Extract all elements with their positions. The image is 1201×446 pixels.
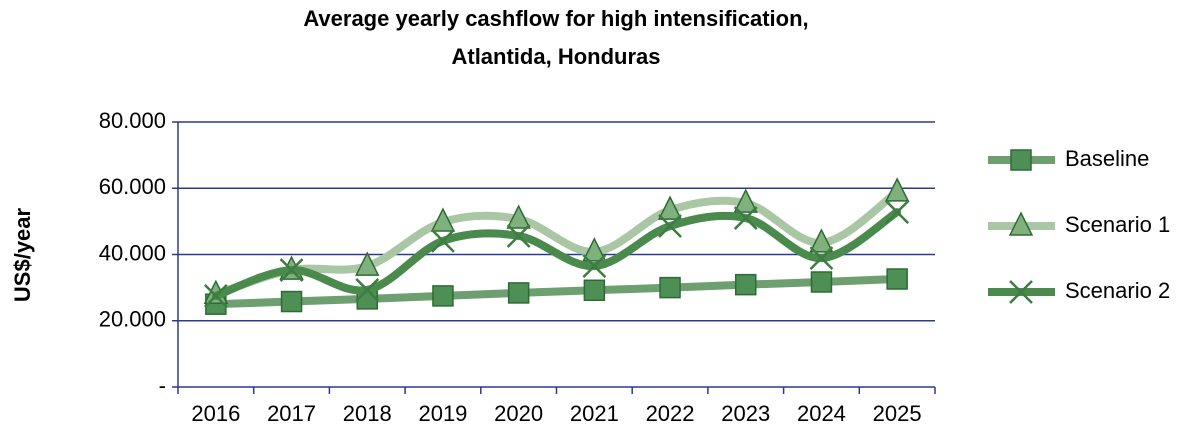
- x-tick-label: 2022: [646, 401, 695, 426]
- legend-label: Baseline: [1065, 146, 1149, 171]
- data-point: [884, 177, 910, 202]
- series-line: [211, 208, 902, 300]
- x-tick-label: 2020: [494, 401, 543, 426]
- y-tick-label: -: [159, 373, 166, 398]
- series-line: [211, 275, 902, 309]
- data-point: [280, 290, 303, 313]
- data-point: [430, 207, 456, 232]
- y-tick-label: 60.000: [99, 174, 166, 199]
- data-point: [582, 237, 607, 262]
- data-point: [583, 279, 606, 302]
- data-point: [659, 276, 681, 299]
- y-tick-label: 20.000: [99, 307, 166, 332]
- data-point: [809, 228, 834, 253]
- x-tick-label: 2023: [721, 401, 770, 426]
- data-point: [733, 188, 758, 213]
- legend-label: Scenario 2: [1065, 278, 1170, 303]
- y-tick-label: 40.000: [99, 240, 166, 265]
- data-point: [809, 246, 834, 271]
- data-point: [506, 204, 531, 229]
- data-point: [432, 285, 454, 307]
- data-point: [506, 224, 531, 248]
- data-point: [431, 229, 455, 253]
- data-point: [203, 284, 228, 308]
- x-tick-label: 2025: [873, 401, 922, 426]
- x-tick-label: 2018: [343, 401, 392, 426]
- data-point: [658, 214, 682, 238]
- x-tick-label: 2019: [418, 401, 467, 426]
- data-point: [507, 282, 530, 304]
- data-point: [810, 271, 833, 293]
- y-tick-label: 80.000: [99, 108, 166, 133]
- data-point: [355, 278, 380, 302]
- legend-label: Scenario 1: [1065, 212, 1170, 237]
- legend-marker: [1008, 211, 1034, 236]
- chart-title: Atlantida, Honduras: [451, 44, 660, 69]
- legend-marker: [1009, 280, 1033, 304]
- series-line: [211, 187, 902, 299]
- data-point: [735, 273, 757, 296]
- data-point: [886, 268, 908, 290]
- data-point: [733, 206, 758, 230]
- legend-marker: [1010, 149, 1032, 171]
- data-point: [279, 258, 304, 282]
- data-point: [355, 251, 380, 276]
- x-tick-label: 2016: [191, 401, 240, 426]
- data-point: [582, 254, 607, 278]
- x-tick-label: 2017: [267, 401, 316, 426]
- chart-title: Average yearly cashflow for high intensi…: [303, 6, 808, 31]
- y-axis-label: US$/year: [10, 207, 35, 302]
- x-tick-label: 2021: [570, 401, 619, 426]
- data-point: [885, 200, 910, 224]
- data-point: [657, 195, 683, 220]
- x-tick-label: 2024: [797, 401, 846, 426]
